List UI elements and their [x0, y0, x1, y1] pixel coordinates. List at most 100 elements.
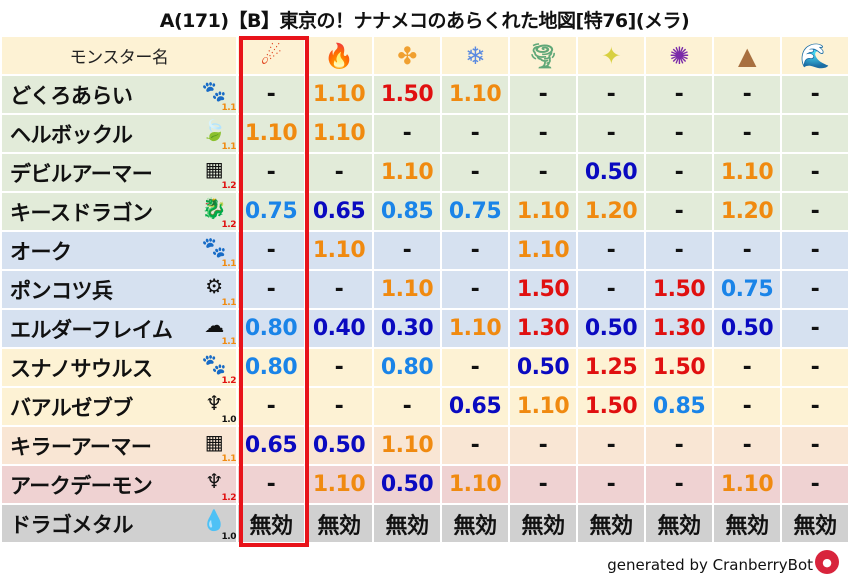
- resistance-value: 無効: [510, 505, 576, 542]
- resistance-value: -: [578, 271, 644, 308]
- resistance-value: -: [714, 76, 780, 113]
- resistance-value: 1.10: [374, 271, 440, 308]
- column-header-bagi: 🌪: [510, 37, 576, 74]
- resistance-value: -: [442, 349, 508, 386]
- monster-name-cell: デビルアーマー ▦ 1.2: [2, 154, 237, 191]
- monster-name-cell: スナノサウルス 🐾 1.2: [2, 349, 237, 386]
- column-header-gira: 🔥: [306, 37, 372, 74]
- multiplier-badge: 1.1: [221, 298, 237, 308]
- resistance-value: -: [782, 154, 848, 191]
- monster-name-cell: エルダーフレイム ☁ 1.1: [2, 310, 237, 347]
- demon-trident-icon: ♆: [205, 391, 223, 415]
- monster-name: ドラゴメタル: [10, 512, 134, 537]
- multiplier-badge: 1.1: [221, 142, 237, 152]
- monster-name: デビルアーマー: [10, 161, 153, 186]
- flame-icon: 🔥: [324, 41, 354, 70]
- resistance-value: -: [578, 232, 644, 269]
- wave-icon: 🌊: [800, 41, 830, 70]
- multiplier-badge: 1.1: [221, 337, 237, 347]
- monster-name: バアルゼブブ: [10, 395, 133, 420]
- resistance-value: 0.65: [442, 388, 508, 425]
- resistance-value: 0.75: [238, 193, 304, 230]
- resistance-value: -: [646, 427, 712, 464]
- resistance-value: -: [714, 427, 780, 464]
- fireball-icon: ☄: [260, 41, 282, 70]
- resistance-value: 0.50: [714, 310, 780, 347]
- earth-icon: ▲: [738, 41, 756, 70]
- resistance-value: 1.30: [510, 310, 576, 347]
- resistance-value: 1.50: [646, 349, 712, 386]
- monster-name-cell: ポンコツ兵 ⚙ 1.1: [2, 271, 237, 308]
- resistance-value: 1.10: [306, 466, 372, 503]
- resistance-value: -: [510, 115, 576, 152]
- resistance-value: 0.50: [374, 466, 440, 503]
- monster-name-cell: どくろあらい 🐾 1.1: [2, 76, 237, 113]
- resistance-value: -: [646, 154, 712, 191]
- resistance-value: -: [374, 115, 440, 152]
- resistance-value: -: [782, 271, 848, 308]
- multiplier-badge: 1.2: [221, 181, 237, 191]
- resistance-value: -: [238, 154, 304, 191]
- explosion-icon: ✤: [397, 41, 417, 70]
- resistance-value: 0.30: [374, 310, 440, 347]
- gear-icon: ⚙: [205, 274, 223, 298]
- paw-icon: 🐾: [201, 79, 227, 103]
- brick-icon: ▦: [204, 430, 224, 454]
- resistance-value: -: [782, 232, 848, 269]
- resistance-value: -: [782, 466, 848, 503]
- resistance-value: -: [374, 232, 440, 269]
- monster-name-cell: キースドラゴン 🐉 1.2: [2, 193, 237, 230]
- resistance-value: -: [306, 388, 372, 425]
- resistance-value: -: [578, 427, 644, 464]
- resistance-value: -: [238, 76, 304, 113]
- column-header-dein: ✦: [578, 37, 644, 74]
- resistance-value: -: [782, 76, 848, 113]
- dragon-icon: 🐉: [201, 196, 227, 220]
- resistance-value: 無効: [306, 505, 372, 542]
- paw-icon: 🐾: [201, 235, 227, 259]
- resistance-value: -: [510, 76, 576, 113]
- resistance-value: 1.10: [306, 232, 372, 269]
- demon-trident-icon: ♆: [205, 469, 223, 493]
- column-header-jibaria: ▲: [714, 37, 780, 74]
- footer-credit: generated by CranberryBot: [607, 556, 813, 574]
- resistance-value: -: [646, 232, 712, 269]
- resistance-value: -: [510, 427, 576, 464]
- monster-name-cell: バアルゼブブ ♆ 1.0: [2, 388, 237, 425]
- resistance-value: 0.80: [374, 349, 440, 386]
- resistance-value: -: [714, 232, 780, 269]
- resistance-value: 1.10: [714, 466, 780, 503]
- resistance-value: -: [238, 466, 304, 503]
- monster-name-cell: キラーアーマー ▦ 1.1: [2, 427, 237, 464]
- monster-name: ヘルボックル: [10, 122, 133, 147]
- multiplier-badge: 1.2: [221, 493, 237, 503]
- resistance-value: -: [510, 154, 576, 191]
- resistance-value: -: [782, 193, 848, 230]
- column-header-doruma: ✺: [646, 37, 712, 74]
- resistance-value: -: [306, 349, 372, 386]
- dark-icon: ✺: [669, 41, 689, 70]
- resistance-value: 無効: [782, 505, 848, 542]
- resistance-value: -: [510, 466, 576, 503]
- slime-drop-icon: 💧: [201, 508, 227, 532]
- resistance-value: 1.10: [510, 388, 576, 425]
- resistance-value: -: [374, 388, 440, 425]
- resistance-value: 1.20: [714, 193, 780, 230]
- resistance-value: -: [442, 154, 508, 191]
- resistance-value: -: [306, 154, 372, 191]
- resistance-value: 無効: [442, 505, 508, 542]
- resistance-value: -: [578, 76, 644, 113]
- resistance-value: 1.20: [578, 193, 644, 230]
- resistance-value: -: [714, 349, 780, 386]
- resistance-value: 0.65: [238, 427, 304, 464]
- resistance-value: 1.30: [646, 310, 712, 347]
- resistance-value: -: [782, 388, 848, 425]
- tornado-icon: 🌪: [528, 41, 558, 70]
- resistance-value: -: [782, 427, 848, 464]
- resistance-value: 0.85: [374, 193, 440, 230]
- column-header-hyado: ❄: [442, 37, 508, 74]
- resistance-value: 0.75: [442, 193, 508, 230]
- monster-name: ポンコツ兵: [10, 278, 113, 303]
- resistance-value: -: [238, 232, 304, 269]
- page-title: A(171)【B】東京の！ナナメコのあらくれた地図[特76](メラ): [159, 10, 690, 32]
